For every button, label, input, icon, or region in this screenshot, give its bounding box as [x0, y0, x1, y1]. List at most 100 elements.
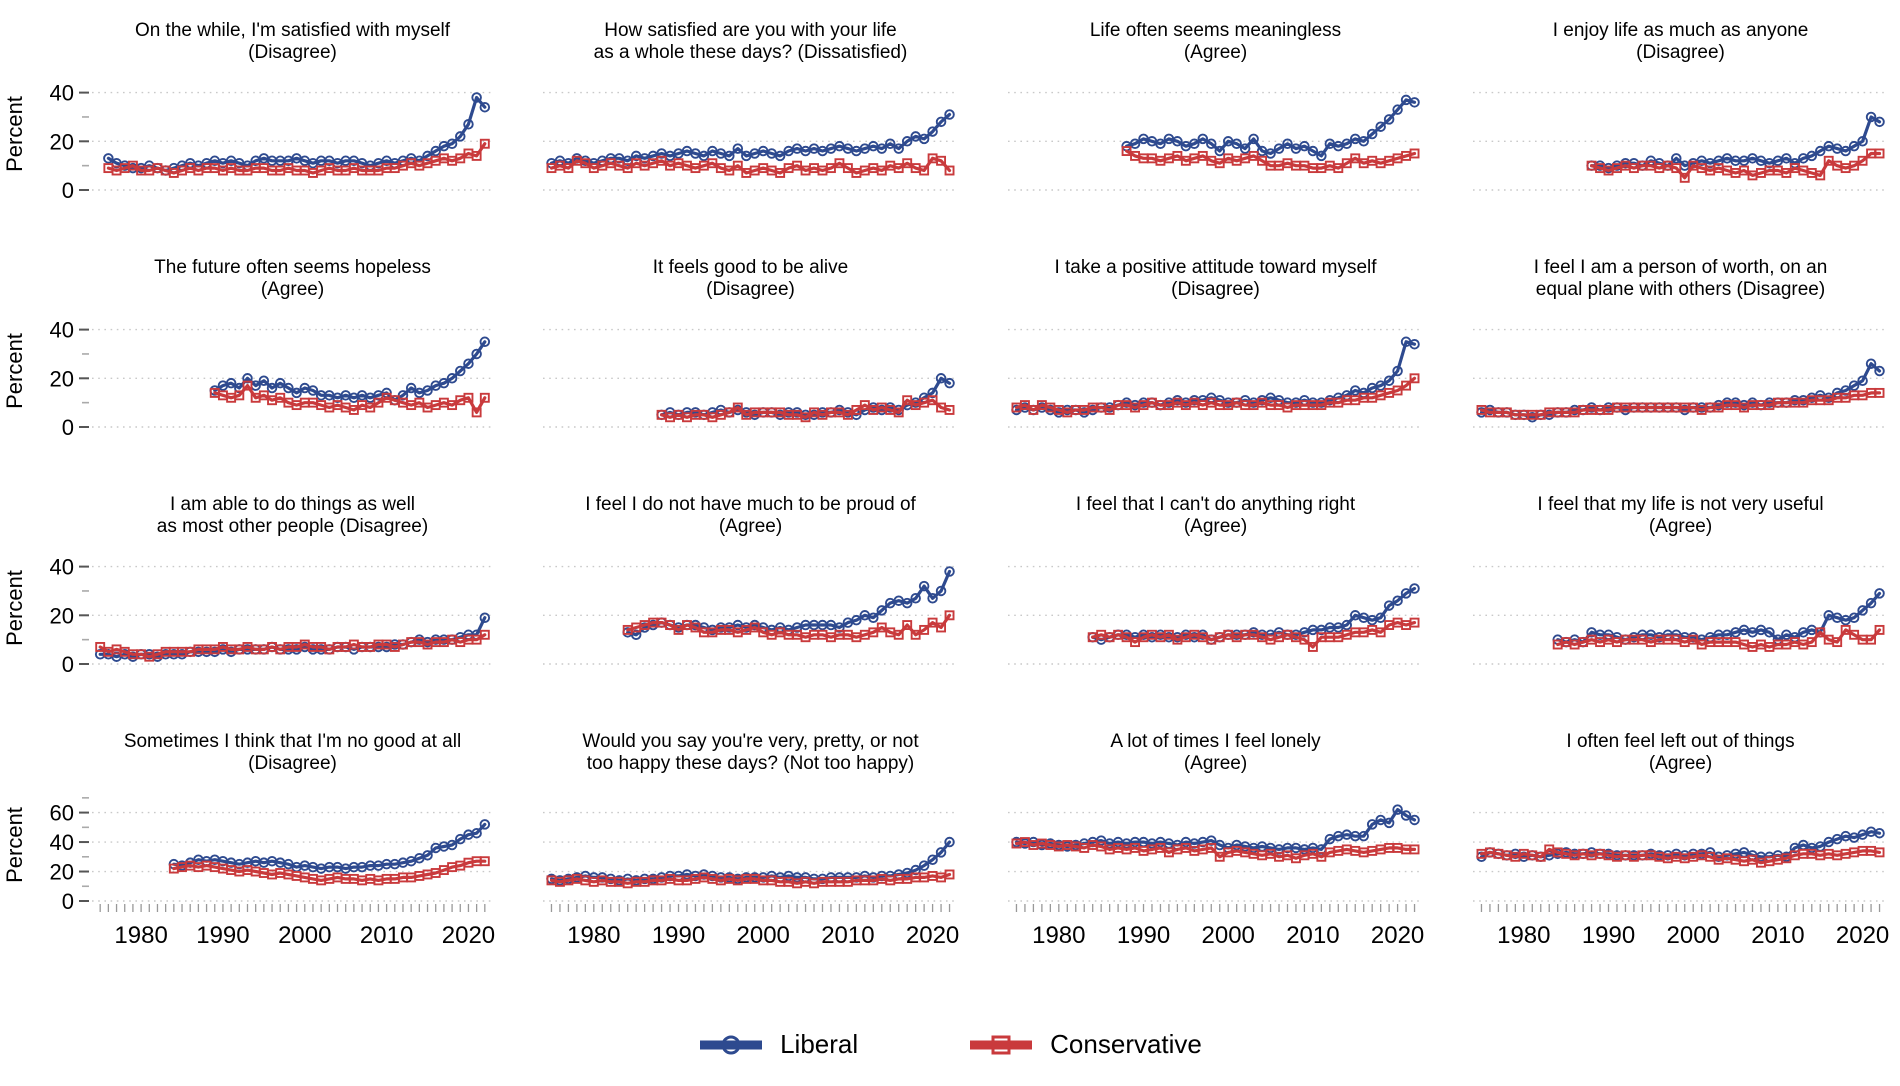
- conservative-point: [1874, 148, 1885, 159]
- liberal-point: [1316, 150, 1327, 162]
- x-tick-label: 1990: [1117, 922, 1170, 949]
- liberal-point: [935, 847, 947, 858]
- conservative-point: [919, 624, 930, 635]
- conservative-markers: [1121, 146, 1420, 174]
- panel-chart-14: Would you say you're very, pretty, or no…: [543, 731, 959, 949]
- panel-title-line1: I often feel left out of things: [1566, 731, 1794, 752]
- x-tick-label: 2000: [737, 922, 790, 949]
- liberal-point: [1214, 145, 1225, 157]
- conservative-markers: [622, 610, 955, 643]
- liberal-point: [1764, 627, 1775, 638]
- conservative-line: [106, 142, 487, 175]
- liberal-point: [479, 819, 491, 830]
- liberal-point: [405, 382, 417, 394]
- liberal-point: [463, 358, 474, 369]
- liberal-point: [1265, 148, 1276, 159]
- panel-chart-11: I feel that I can't do anything right(Ag…: [1008, 494, 1423, 665]
- liberal-point: [1383, 114, 1395, 125]
- panel-title-line1: I feel I am a person of worth, on an: [1534, 257, 1828, 278]
- liberal-line-circle-swatch: [700, 1035, 763, 1054]
- liberal-point: [422, 850, 433, 861]
- panel-14: Would you say you're very, pretty, or no…: [505, 711, 970, 1001]
- conservative-point: [1401, 380, 1412, 391]
- panel-title-line1: I take a positive attitude toward myself: [1054, 257, 1377, 278]
- liberal-point: [1392, 365, 1403, 377]
- liberal-point: [944, 377, 955, 389]
- liberal-point: [927, 126, 938, 137]
- conservative-line: [1556, 628, 1882, 649]
- liberal-point: [876, 143, 888, 154]
- conservative-line: [172, 859, 487, 882]
- conservative-line: [1590, 151, 1882, 180]
- y-tick-label: 40: [50, 318, 74, 343]
- panel-chart-10: I feel I do not have much to be proud of…: [543, 494, 958, 665]
- liberal-point: [1409, 97, 1420, 108]
- y-axis-title: Percent: [2, 333, 27, 409]
- liberal-point: [698, 150, 710, 162]
- liberal-point: [774, 150, 786, 162]
- liberal-point: [1848, 140, 1860, 152]
- liberal-point: [1857, 605, 1868, 616]
- panel-chart-7: I take a positive attitude toward myself…: [1008, 257, 1423, 428]
- y-axis-title: Percent: [2, 96, 27, 172]
- conservative-point: [919, 165, 930, 176]
- panel-8: I feel I am a person of worth, on an equa…: [1435, 237, 1900, 474]
- y-axis-title: Percent: [2, 807, 27, 883]
- conservative-point: [1874, 847, 1885, 858]
- liberal-point: [901, 136, 913, 147]
- liberal-point: [1392, 595, 1403, 606]
- liberal-point: [1375, 121, 1386, 132]
- liberal-point: [1282, 138, 1293, 149]
- x-tick-label: 1990: [652, 922, 705, 949]
- chart-grid: On the while, I'm satisfied with myself(…: [2, 0, 1900, 1001]
- conservative-point: [1409, 373, 1420, 384]
- x-tick-label: 2010: [1286, 922, 1339, 949]
- conservative-point: [927, 395, 938, 406]
- legend-label-liberal: Liberal: [780, 1029, 859, 1059]
- conservative-point: [1866, 634, 1877, 645]
- liberal-point: [1392, 804, 1403, 815]
- conservative-markers: [1586, 148, 1885, 183]
- liberal-point: [1172, 136, 1183, 147]
- conservative-markers: [656, 395, 955, 423]
- panel-title-line1: The future often seems hopeless: [154, 257, 431, 278]
- conservative-point: [732, 160, 743, 171]
- liberal-point: [1400, 810, 1412, 821]
- panel-chart-16: I often feel left out of things(Agree) 19…: [1473, 731, 1889, 949]
- x-tick-label: 1990: [1582, 922, 1635, 949]
- conservative-point: [944, 610, 955, 621]
- conservative-point: [242, 380, 253, 391]
- liberal-point: [1874, 365, 1885, 377]
- liberal-point: [1307, 145, 1319, 157]
- liberal-point: [1341, 619, 1353, 631]
- liberal-point: [884, 138, 896, 149]
- panel-chart-8: I feel I am a person of worth, on anequa…: [1473, 257, 1888, 428]
- x-tick-label: 1980: [1032, 922, 1085, 949]
- panel-title-line2: (Disagree): [248, 42, 337, 63]
- conservative-point: [936, 155, 947, 166]
- liberal-point: [1366, 819, 1378, 830]
- panel-title-line2: (Disagree): [1171, 279, 1260, 300]
- liberal-point: [455, 833, 466, 845]
- panel-title-line2: (Agree): [261, 279, 324, 300]
- liberal-point: [1248, 133, 1259, 145]
- panel-title-line1: I feel that I can't do anything right: [1076, 494, 1356, 515]
- conservative-markers: [103, 138, 490, 178]
- liberal-point: [935, 116, 947, 128]
- liberal-line: [213, 340, 487, 402]
- liberal-point: [446, 839, 458, 851]
- liberal-point: [1400, 588, 1412, 599]
- liberal-point: [1206, 138, 1217, 149]
- liberal-point: [893, 143, 904, 154]
- liberal-point: [1197, 133, 1209, 145]
- panel-title-line1: Sometimes I think that I'm no good at al…: [124, 731, 461, 752]
- y-tick-label: 40: [50, 81, 74, 106]
- panel-4: I enjoy life as much as anyone (Disagree): [1435, 0, 1900, 237]
- liberal-point: [479, 101, 491, 113]
- panel-title-line1: Life often seems meaningless: [1090, 20, 1341, 41]
- liberal-point: [1814, 145, 1826, 157]
- liberal-point: [1848, 380, 1860, 391]
- panel-chart-1: On the while, I'm satisfied with myself(…: [2, 20, 493, 203]
- liberal-point: [927, 387, 938, 399]
